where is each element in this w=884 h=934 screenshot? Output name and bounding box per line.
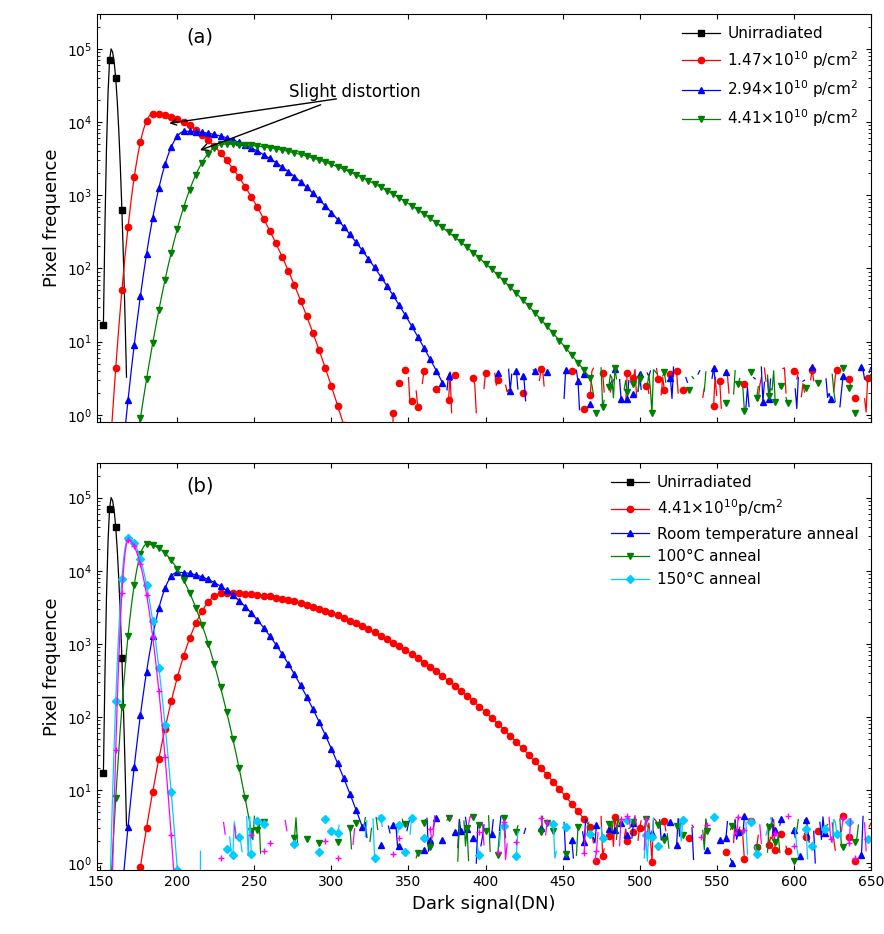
1.47×10$^{10}$ p/cm$^2$: [245, 189, 255, 200]
4.41×10$^{10}$p/cm$^2$: [372, 629, 383, 640]
Y-axis label: Pixel frequence: Pixel frequence: [43, 598, 62, 736]
Legend: Unirradiated, 1.47×10$^{10}$ p/cm$^2$, 2.94×10$^{10}$ p/cm$^2$, 4.41×10$^{10}$ p: Unirradiated, 1.47×10$^{10}$ p/cm$^2$, 2…: [677, 21, 863, 134]
2.94×10$^{10}$ p/cm$^2$: [245, 142, 255, 153]
Text: Slight distortion: Slight distortion: [202, 83, 421, 150]
Line: 2.94×10$^{10}$ p/cm$^2$: 2.94×10$^{10}$ p/cm$^2$: [94, 128, 874, 771]
1.47×10$^{10}$ p/cm$^2$: [372, 540, 383, 551]
4.41×10$^{10}$ p/cm$^2$: [372, 180, 383, 191]
X-axis label: Dark signal(DN): Dark signal(DN): [412, 895, 556, 913]
100°C anneal: [227, 733, 238, 744]
1.47×10$^{10}$ p/cm$^2$: [212, 144, 223, 155]
Line: 150°C anneal: 150°C anneal: [95, 535, 871, 934]
2.94×10$^{10}$ p/cm$^2$: [227, 134, 238, 146]
2.94×10$^{10}$ p/cm$^2$: [372, 266, 383, 277]
100°C anneal: [664, 842, 674, 854]
Line: 4.41×10$^{10}$ p/cm$^2$: 4.41×10$^{10}$ p/cm$^2$: [94, 141, 874, 779]
4.41×10$^{10}$p/cm$^2$: [664, 828, 674, 839]
4.41×10$^{10}$p/cm$^2$: [227, 587, 238, 599]
1.47×10$^{10}$ p/cm$^2$: [392, 377, 403, 389]
Legend: Unirradiated, 4.41×10$^{10}$p/cm$^2$, Room temperature anneal, 100°C anneal, 150: Unirradiated, 4.41×10$^{10}$p/cm$^2$, Ro…: [606, 471, 863, 592]
Text: (a): (a): [187, 28, 213, 47]
2.94×10$^{10}$ p/cm$^2$: [865, 362, 876, 374]
4.41×10$^{10}$p/cm$^2$: [391, 639, 401, 650]
4.41×10$^{10}$ p/cm$^2$: [664, 379, 674, 390]
Room temperature anneal: [392, 842, 403, 854]
4.41×10$^{10}$p/cm$^2$: [245, 588, 255, 600]
Line: Room temperature anneal: Room temperature anneal: [94, 569, 873, 934]
150°C anneal: [392, 828, 403, 839]
4.41×10$^{10}$ p/cm$^2$: [391, 191, 401, 202]
Y-axis label: Pixel frequence: Pixel frequence: [43, 149, 62, 287]
1.47×10$^{10}$ p/cm$^2$: [865, 370, 876, 381]
Line: 100°C anneal: 100°C anneal: [94, 541, 862, 934]
Room temperature anneal: [212, 579, 223, 590]
4.41×10$^{10}$ p/cm$^2$: [227, 138, 238, 149]
Room temperature anneal: [245, 606, 255, 617]
Text: (b): (b): [187, 476, 214, 495]
150°C anneal: [246, 848, 256, 859]
4.41×10$^{10}$p/cm$^2$: [865, 817, 876, 828]
4.41×10$^{10}$ p/cm$^2$: [245, 140, 255, 151]
100°C anneal: [212, 670, 223, 681]
Line: 4.41×10$^{10}$p/cm$^2$: 4.41×10$^{10}$p/cm$^2$: [94, 589, 874, 934]
4.41×10$^{10}$ p/cm$^2$: [212, 140, 223, 151]
Line: Unirradiated: Unirradiated: [100, 46, 130, 380]
150°C anneal: [229, 816, 240, 828]
100°C anneal: [245, 817, 255, 828]
Room temperature anneal: [227, 589, 238, 601]
Line: 1.47×10$^{10}$ p/cm$^2$: 1.47×10$^{10}$ p/cm$^2$: [94, 110, 874, 689]
150°C anneal: [374, 810, 385, 821]
2.94×10$^{10}$ p/cm$^2$: [391, 295, 401, 306]
4.41×10$^{10}$ p/cm$^2$: [865, 369, 876, 380]
1.47×10$^{10}$ p/cm$^2$: [92, 680, 103, 691]
1.47×10$^{10}$ p/cm$^2$: [227, 163, 238, 174]
4.41×10$^{10}$ p/cm$^2$: [92, 771, 103, 782]
Line: Unirradiated: Unirradiated: [100, 494, 130, 829]
2.94×10$^{10}$ p/cm$^2$: [92, 763, 103, 774]
2.94×10$^{10}$ p/cm$^2$: [212, 130, 223, 141]
4.41×10$^{10}$p/cm$^2$: [212, 588, 223, 600]
